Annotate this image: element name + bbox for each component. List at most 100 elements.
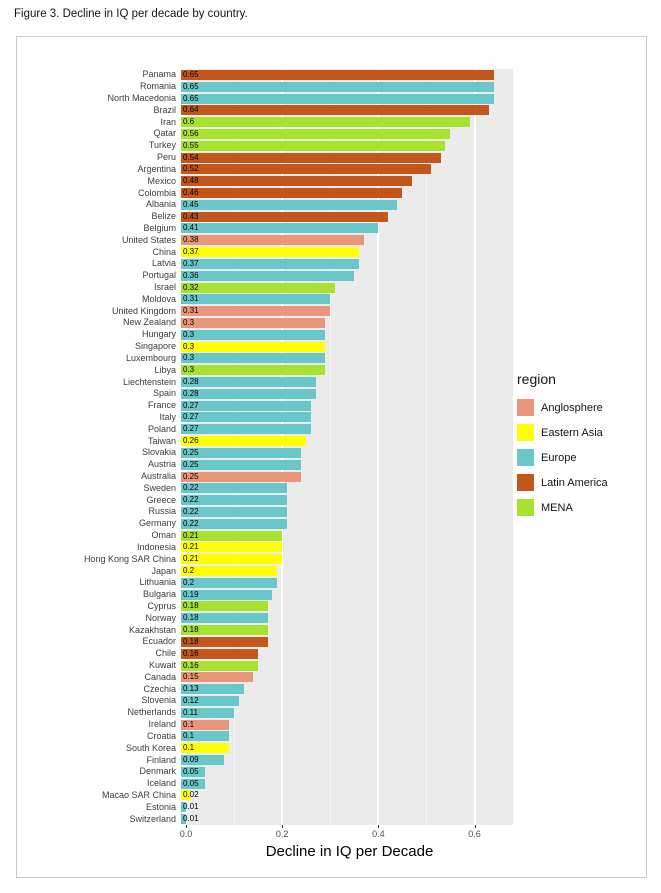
bar-track: 0.64 [181, 104, 508, 116]
bar-track: 0.16 [181, 648, 508, 660]
minor-gridline [425, 69, 427, 825]
bar [181, 412, 311, 423]
bar [181, 483, 287, 494]
country-label: Hong Kong SAR China [83, 553, 176, 564]
bar-track: 0.65 [181, 69, 508, 81]
bar-rows: Panama 0.65 Romania 0.65 North Macedonia 0.65… [17, 69, 513, 825]
bar-track: 0.25 [181, 447, 508, 459]
value-label: 0.3 [183, 341, 195, 351]
bar [181, 317, 326, 328]
bar-row: Turkey 0.55 [17, 140, 513, 152]
figure-title: Figure 3. Decline in IQ per decade by co… [14, 8, 248, 20]
bar-track: 0.6 [181, 116, 508, 128]
bar [181, 660, 258, 671]
value-label: 0.65 [183, 93, 199, 103]
bar-track: 0.1 [181, 731, 508, 743]
bar-track: 0.11 [181, 707, 508, 719]
bar [181, 365, 326, 376]
bar-row: South Korea 0.1 [17, 742, 513, 754]
minor-gridline [233, 69, 235, 825]
major-gridline [473, 69, 476, 825]
bar-row: Russia 0.22 [17, 506, 513, 518]
bar [181, 199, 398, 210]
bar-track: 0.18 [181, 612, 508, 624]
bar [181, 755, 225, 766]
value-label: 0.65 [183, 69, 199, 79]
bar [181, 802, 186, 813]
bar [181, 117, 470, 128]
bar-row: Liechtenstein 0.28 [17, 376, 513, 388]
legend-item: Anglosphere [517, 395, 608, 420]
value-label: 0.52 [183, 164, 199, 174]
bar [181, 613, 268, 624]
value-label: 0.27 [183, 412, 199, 422]
legend-item: MENA [517, 495, 608, 520]
bar-track: 0.16 [181, 660, 508, 672]
value-label: 0.3 [183, 353, 195, 363]
bar-row: Mexico 0.48 [17, 175, 513, 187]
value-label: 0.22 [183, 483, 199, 493]
country-label: Greece [146, 494, 176, 505]
country-label: Liechtenstein [122, 376, 176, 387]
bar-track: 0.31 [181, 293, 508, 305]
country-label: Iceland [146, 778, 176, 789]
bar-row: Argentina 0.52 [17, 164, 513, 176]
bar-track: 0.02 [181, 790, 508, 802]
bar-track: 0.21 [181, 542, 508, 554]
bar-track: 0.26 [181, 435, 508, 447]
bar [181, 577, 278, 588]
bar [181, 601, 268, 612]
figure-box: Panama 0.65 Romania 0.65 North Macedonia 0.65… [16, 36, 647, 878]
bar-track: 0.28 [181, 388, 508, 400]
bar-row: Finland 0.09 [17, 754, 513, 766]
bar-row: Australia 0.25 [17, 471, 513, 483]
value-label: 0.19 [183, 589, 199, 599]
value-label: 0.12 [183, 695, 199, 705]
legend-swatch [517, 474, 534, 491]
value-label: 0.25 [183, 447, 199, 457]
bar-track: 0.3 [181, 353, 508, 365]
bar [181, 436, 307, 447]
country-label: Croatia [146, 730, 176, 741]
bar-row: Ireland 0.1 [17, 719, 513, 731]
country-label: Argentina [137, 163, 176, 174]
legend-label: Europe [541, 451, 577, 464]
x-axis-title: Decline in IQ per Decade [265, 843, 434, 860]
country-label: Slovakia [141, 447, 176, 458]
bar [181, 400, 311, 411]
bar-row: United States 0.38 [17, 234, 513, 246]
bar-row: Czechia 0.13 [17, 683, 513, 695]
country-label: United Kingdom [111, 305, 176, 316]
bar-track: 0.31 [181, 305, 508, 317]
bar-track: 0.65 [181, 81, 508, 93]
country-label: Netherlands [127, 707, 176, 718]
x-tick-label: 0.4 [372, 829, 385, 839]
value-label: 0.1 [183, 719, 195, 729]
legend-label: Anglosphere [541, 401, 603, 414]
bar-row: Slovakia 0.25 [17, 447, 513, 459]
bar [181, 814, 186, 825]
bar [181, 81, 494, 92]
legend: region Anglosphere Eastern Asia Europe Lati… [517, 371, 608, 520]
bar-track: 0.27 [181, 412, 508, 424]
value-label: 0.38 [183, 235, 199, 245]
value-label: 0.46 [183, 188, 199, 198]
country-label: Romania [139, 81, 176, 92]
country-label: Ecuador [142, 636, 176, 647]
bar [181, 684, 244, 695]
bar-track: 0.2 [181, 577, 508, 589]
bar-track: 0.38 [181, 234, 508, 246]
bar-track: 0.22 [181, 518, 508, 530]
bar [181, 270, 355, 281]
bar-row: Lithuania 0.2 [17, 577, 513, 589]
minor-gridline [329, 69, 331, 825]
country-label: Colombia [137, 187, 176, 198]
bar-row: Kazakhstan 0.18 [17, 624, 513, 636]
bar [181, 790, 191, 801]
bar-row: China 0.37 [17, 246, 513, 258]
value-label: 0.21 [183, 530, 199, 540]
bar-row: Spain 0.28 [17, 388, 513, 400]
country-label: Germany [138, 518, 176, 529]
bar [181, 353, 326, 364]
value-label: 0.16 [183, 660, 199, 670]
